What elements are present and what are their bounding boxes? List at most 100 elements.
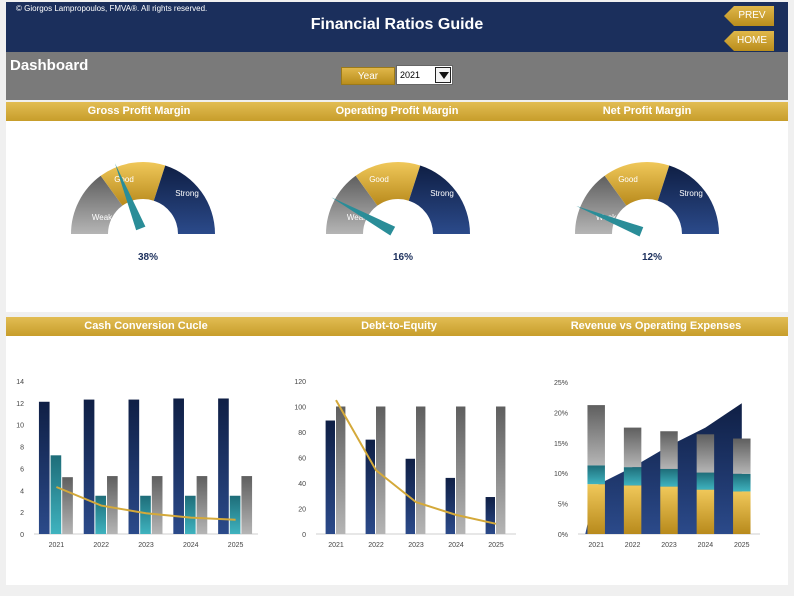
- x-tick-label: 2022: [625, 542, 641, 549]
- gauge-zone-label: Strong: [679, 189, 703, 198]
- y-tick-label: 20: [298, 507, 306, 514]
- bar: [456, 406, 466, 534]
- y-tick-label: 120: [294, 379, 306, 386]
- gauge-zone-1: [604, 162, 670, 206]
- y-tick-label: 5%: [558, 502, 568, 509]
- gauge-zone-2: [153, 165, 215, 234]
- y-tick-label: 60: [298, 456, 306, 463]
- year-dropdown-value: 2021: [400, 70, 421, 80]
- stacked-bar-segment: [623, 467, 642, 486]
- app-title: Financial Ratios Guide: [310, 16, 484, 33]
- stacked-bar-segment: [587, 405, 605, 466]
- bar: [50, 455, 62, 534]
- bar: [496, 406, 506, 534]
- gauge-needle: [115, 163, 146, 231]
- chart-2: 0% 5% 10% 15% 20% 25% 2021 2022 2023 2024 2025: [554, 380, 760, 549]
- bar: [445, 477, 455, 534]
- bar: [485, 497, 495, 534]
- y-tick-label: 4: [20, 488, 24, 495]
- x-tick-label: 2024: [448, 542, 464, 549]
- gauge-value-label: 38%: [138, 252, 158, 263]
- bar: [184, 495, 196, 534]
- x-tick-label: 2021: [49, 542, 65, 549]
- bar: [140, 495, 151, 534]
- chart-title-rev: Revenue vs Operating Expenses: [570, 320, 742, 332]
- stacked-bar-segment: [660, 431, 678, 469]
- gauge-zone-0: [71, 175, 123, 234]
- stacked-bar-segment: [733, 438, 751, 474]
- x-tick-label: 2025: [228, 542, 244, 549]
- chart-0: 0 2 4 6 8 10 12 14 2021 2022 2023 2024 2025: [16, 379, 258, 549]
- gauge-0: Weak Good Strong 38%: [71, 162, 215, 263]
- y-tick-label: 80: [298, 430, 306, 437]
- bar: [38, 401, 50, 534]
- home-button[interactable]: HOME: [724, 31, 774, 51]
- gauge-zone-label: Good: [114, 175, 134, 184]
- trend-line: [56, 486, 236, 521]
- gauge-2: WeakGoodStrong12%: [575, 162, 719, 263]
- chevron-down-icon[interactable]: [435, 67, 451, 83]
- gauge-title-net: Net Profit Margin: [602, 105, 692, 117]
- y-tick-label: 12: [16, 401, 24, 408]
- gauge-zone-label: Good: [369, 175, 389, 184]
- bar: [365, 439, 375, 534]
- bar: [218, 398, 229, 534]
- bar: [62, 477, 73, 534]
- bar: [151, 476, 163, 534]
- gauge-section-bar: Gross Profit Margin Operating Profit Mar…: [6, 102, 788, 121]
- gauge-zone-label: Strong: [175, 189, 199, 198]
- chart-title-de: Debt-to-Equity: [361, 320, 437, 332]
- y-tick-label: 20%: [554, 410, 568, 417]
- y-tick-label: 40: [298, 481, 306, 488]
- x-tick-label: 2025: [488, 542, 504, 549]
- gauge-panel: Gross Profit Margin Operating Profit Mar…: [6, 102, 788, 312]
- page-title: Dashboard: [10, 57, 89, 74]
- bar: [376, 406, 386, 534]
- y-tick-label: 0: [302, 532, 306, 539]
- x-tick-label: 2025: [734, 542, 750, 549]
- gauge-value-label: 12%: [642, 252, 662, 263]
- bar: [107, 476, 118, 534]
- trend-line: [335, 399, 497, 525]
- bar: [325, 420, 335, 534]
- chart-1: 0 20 40 60 80 100 120 2021 2022 2023 2024 2025: [294, 379, 516, 549]
- bar: [83, 399, 95, 534]
- gauge-needle: [331, 197, 396, 236]
- gauge-1: Weak Good Strong 16%: [326, 162, 470, 263]
- x-tick-label: 2022: [368, 542, 384, 549]
- gauge-zone-1: [355, 162, 421, 206]
- stacked-bar-segment: [696, 472, 715, 490]
- y-tick-label: 14: [16, 379, 24, 386]
- gauge-title-operating: Operating Profit Margin: [335, 105, 459, 117]
- bar: [196, 476, 208, 534]
- chart-panel: Cash Conversion Cucle Debt-to-Equity Rev…: [6, 317, 788, 585]
- stacked-bar-segment: [733, 473, 751, 492]
- y-tick-label: 15%: [554, 441, 568, 448]
- x-tick-label: 2021: [588, 542, 604, 549]
- gauge-value-label: 16%: [393, 252, 413, 263]
- gauge-zone-label: Strong: [430, 189, 454, 198]
- stacked-bar-segment: [587, 484, 605, 534]
- y-tick-label: 10%: [554, 471, 568, 478]
- stacked-bar-segment: [587, 465, 605, 485]
- x-tick-label: 2021: [328, 542, 344, 549]
- y-tick-label: 8: [20, 445, 24, 452]
- bar: [241, 476, 253, 534]
- x-tick-label: 2024: [698, 542, 714, 549]
- y-tick-label: 0%: [558, 532, 568, 539]
- year-dropdown[interactable]: 2021: [396, 65, 453, 85]
- copyright-text: © Giorgos Lampropoulos, FMVA®. All right…: [16, 4, 208, 13]
- bar: [416, 406, 426, 534]
- bar: [173, 398, 184, 534]
- y-tick-label: 25%: [554, 380, 568, 387]
- bar: [95, 495, 107, 534]
- app-header: © Giorgos Lampropoulos, FMVA®. All right…: [6, 2, 788, 52]
- stacked-bar-segment: [623, 427, 642, 468]
- gauge-zone-0: [326, 175, 378, 234]
- bar-charts: 0 2 4 6 8 10 12 14 2021 2022 2023 2024 2025 0 20 40 60 80…: [16, 379, 760, 549]
- bar: [229, 495, 241, 534]
- gauge-charts: WeakGoodStrong38%WeakGoodStrong16%WeakGo…: [71, 162, 719, 263]
- prev-button[interactable]: PREV: [724, 6, 774, 26]
- gauge-zone-label: Good: [618, 175, 638, 184]
- x-tick-label: 2022: [93, 542, 109, 549]
